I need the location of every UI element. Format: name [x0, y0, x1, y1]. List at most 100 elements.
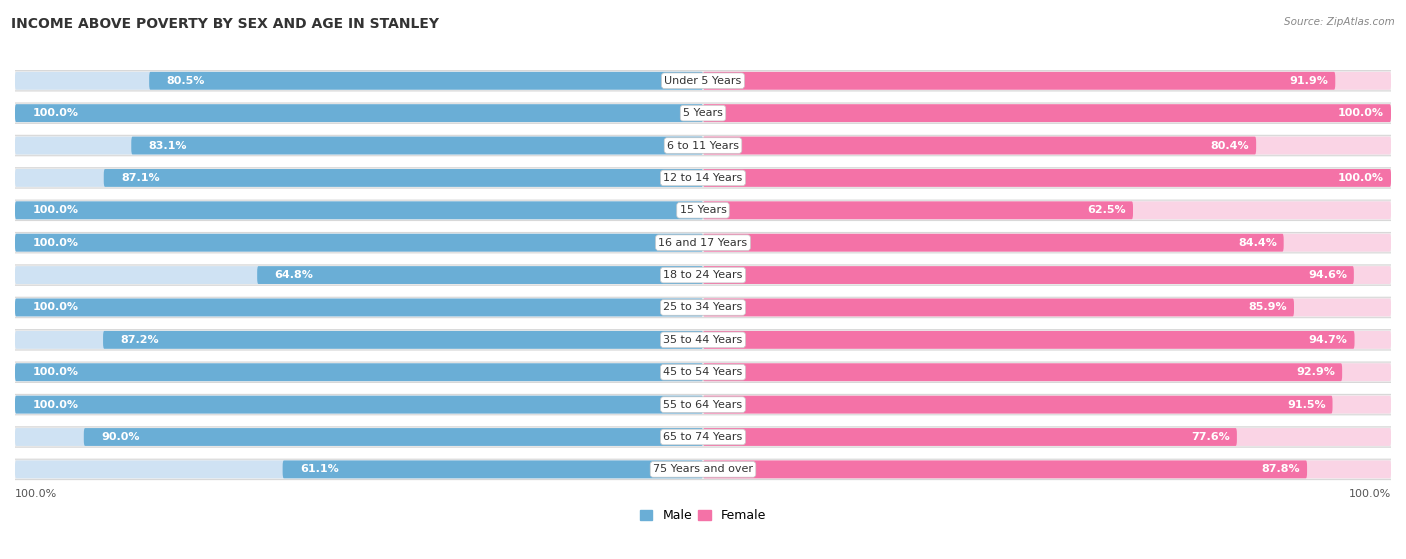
- Text: 6 to 11 Years: 6 to 11 Years: [666, 140, 740, 150]
- Text: 62.5%: 62.5%: [1087, 205, 1126, 215]
- FancyBboxPatch shape: [703, 72, 1336, 89]
- FancyBboxPatch shape: [283, 461, 703, 479]
- FancyBboxPatch shape: [15, 363, 703, 381]
- FancyBboxPatch shape: [11, 135, 1395, 156]
- FancyBboxPatch shape: [15, 136, 703, 154]
- Text: 15 Years: 15 Years: [679, 205, 727, 215]
- FancyBboxPatch shape: [103, 331, 703, 349]
- FancyBboxPatch shape: [131, 136, 703, 154]
- Text: 100.0%: 100.0%: [1339, 108, 1384, 118]
- FancyBboxPatch shape: [15, 169, 703, 187]
- Text: INCOME ABOVE POVERTY BY SEX AND AGE IN STANLEY: INCOME ABOVE POVERTY BY SEX AND AGE IN S…: [11, 17, 439, 31]
- FancyBboxPatch shape: [703, 428, 1237, 446]
- Text: Under 5 Years: Under 5 Years: [665, 76, 741, 86]
- Text: 100.0%: 100.0%: [32, 238, 79, 248]
- Text: 91.5%: 91.5%: [1286, 400, 1326, 410]
- FancyBboxPatch shape: [11, 362, 1395, 382]
- FancyBboxPatch shape: [703, 461, 1391, 479]
- FancyBboxPatch shape: [703, 363, 1343, 381]
- Text: 35 to 44 Years: 35 to 44 Years: [664, 335, 742, 345]
- Text: 87.2%: 87.2%: [121, 335, 159, 345]
- FancyBboxPatch shape: [15, 234, 703, 252]
- Text: 75 Years and over: 75 Years and over: [652, 465, 754, 475]
- FancyBboxPatch shape: [703, 396, 1333, 414]
- FancyBboxPatch shape: [15, 299, 703, 316]
- Text: 83.1%: 83.1%: [149, 140, 187, 150]
- FancyBboxPatch shape: [15, 428, 703, 446]
- FancyBboxPatch shape: [104, 169, 703, 187]
- Text: 100.0%: 100.0%: [1339, 173, 1384, 183]
- Text: 25 to 34 Years: 25 to 34 Years: [664, 302, 742, 312]
- Text: 80.4%: 80.4%: [1211, 140, 1250, 150]
- Text: 91.9%: 91.9%: [1289, 76, 1329, 86]
- FancyBboxPatch shape: [703, 428, 1391, 446]
- FancyBboxPatch shape: [703, 266, 1354, 284]
- FancyBboxPatch shape: [703, 331, 1354, 349]
- Text: 100.0%: 100.0%: [32, 108, 79, 118]
- FancyBboxPatch shape: [11, 103, 1395, 124]
- FancyBboxPatch shape: [11, 330, 1395, 350]
- FancyBboxPatch shape: [15, 396, 703, 414]
- FancyBboxPatch shape: [15, 266, 703, 284]
- FancyBboxPatch shape: [703, 136, 1391, 154]
- Text: 94.6%: 94.6%: [1308, 270, 1347, 280]
- FancyBboxPatch shape: [11, 200, 1395, 220]
- Text: 55 to 64 Years: 55 to 64 Years: [664, 400, 742, 410]
- FancyBboxPatch shape: [11, 168, 1395, 188]
- FancyBboxPatch shape: [15, 331, 703, 349]
- Text: 77.6%: 77.6%: [1191, 432, 1230, 442]
- Text: 84.4%: 84.4%: [1237, 238, 1277, 248]
- Text: 87.8%: 87.8%: [1261, 465, 1301, 475]
- FancyBboxPatch shape: [703, 104, 1391, 122]
- Text: 61.1%: 61.1%: [299, 465, 339, 475]
- FancyBboxPatch shape: [11, 265, 1395, 285]
- Text: 94.7%: 94.7%: [1309, 335, 1348, 345]
- FancyBboxPatch shape: [15, 396, 703, 414]
- FancyBboxPatch shape: [703, 266, 1391, 284]
- FancyBboxPatch shape: [11, 297, 1395, 318]
- FancyBboxPatch shape: [257, 266, 703, 284]
- FancyBboxPatch shape: [11, 459, 1395, 480]
- Text: 100.0%: 100.0%: [15, 490, 58, 499]
- Text: 100.0%: 100.0%: [1348, 490, 1391, 499]
- FancyBboxPatch shape: [703, 363, 1391, 381]
- FancyBboxPatch shape: [15, 104, 703, 122]
- FancyBboxPatch shape: [703, 72, 1391, 89]
- FancyBboxPatch shape: [84, 428, 703, 446]
- FancyBboxPatch shape: [703, 234, 1391, 252]
- FancyBboxPatch shape: [703, 461, 1308, 479]
- FancyBboxPatch shape: [703, 331, 1391, 349]
- FancyBboxPatch shape: [149, 72, 703, 89]
- FancyBboxPatch shape: [703, 169, 1391, 187]
- FancyBboxPatch shape: [703, 104, 1391, 122]
- FancyBboxPatch shape: [15, 234, 703, 252]
- FancyBboxPatch shape: [703, 169, 1391, 187]
- Text: Source: ZipAtlas.com: Source: ZipAtlas.com: [1284, 17, 1395, 27]
- Text: 92.9%: 92.9%: [1296, 367, 1336, 377]
- FancyBboxPatch shape: [11, 395, 1395, 415]
- Text: 87.1%: 87.1%: [121, 173, 159, 183]
- FancyBboxPatch shape: [15, 363, 703, 381]
- Text: 16 and 17 Years: 16 and 17 Years: [658, 238, 748, 248]
- Text: 12 to 14 Years: 12 to 14 Years: [664, 173, 742, 183]
- FancyBboxPatch shape: [15, 201, 703, 219]
- Text: 65 to 74 Years: 65 to 74 Years: [664, 432, 742, 442]
- FancyBboxPatch shape: [703, 201, 1391, 219]
- FancyBboxPatch shape: [11, 70, 1395, 91]
- FancyBboxPatch shape: [703, 234, 1284, 252]
- FancyBboxPatch shape: [15, 201, 703, 219]
- Text: 45 to 54 Years: 45 to 54 Years: [664, 367, 742, 377]
- Text: 100.0%: 100.0%: [32, 205, 79, 215]
- FancyBboxPatch shape: [15, 72, 703, 89]
- Text: 90.0%: 90.0%: [101, 432, 139, 442]
- FancyBboxPatch shape: [703, 299, 1294, 316]
- Text: 100.0%: 100.0%: [32, 367, 79, 377]
- FancyBboxPatch shape: [703, 136, 1256, 154]
- Text: 85.9%: 85.9%: [1249, 302, 1286, 312]
- FancyBboxPatch shape: [15, 104, 703, 122]
- Text: 64.8%: 64.8%: [274, 270, 314, 280]
- FancyBboxPatch shape: [11, 427, 1395, 447]
- FancyBboxPatch shape: [15, 299, 703, 316]
- Text: 18 to 24 Years: 18 to 24 Years: [664, 270, 742, 280]
- FancyBboxPatch shape: [11, 233, 1395, 253]
